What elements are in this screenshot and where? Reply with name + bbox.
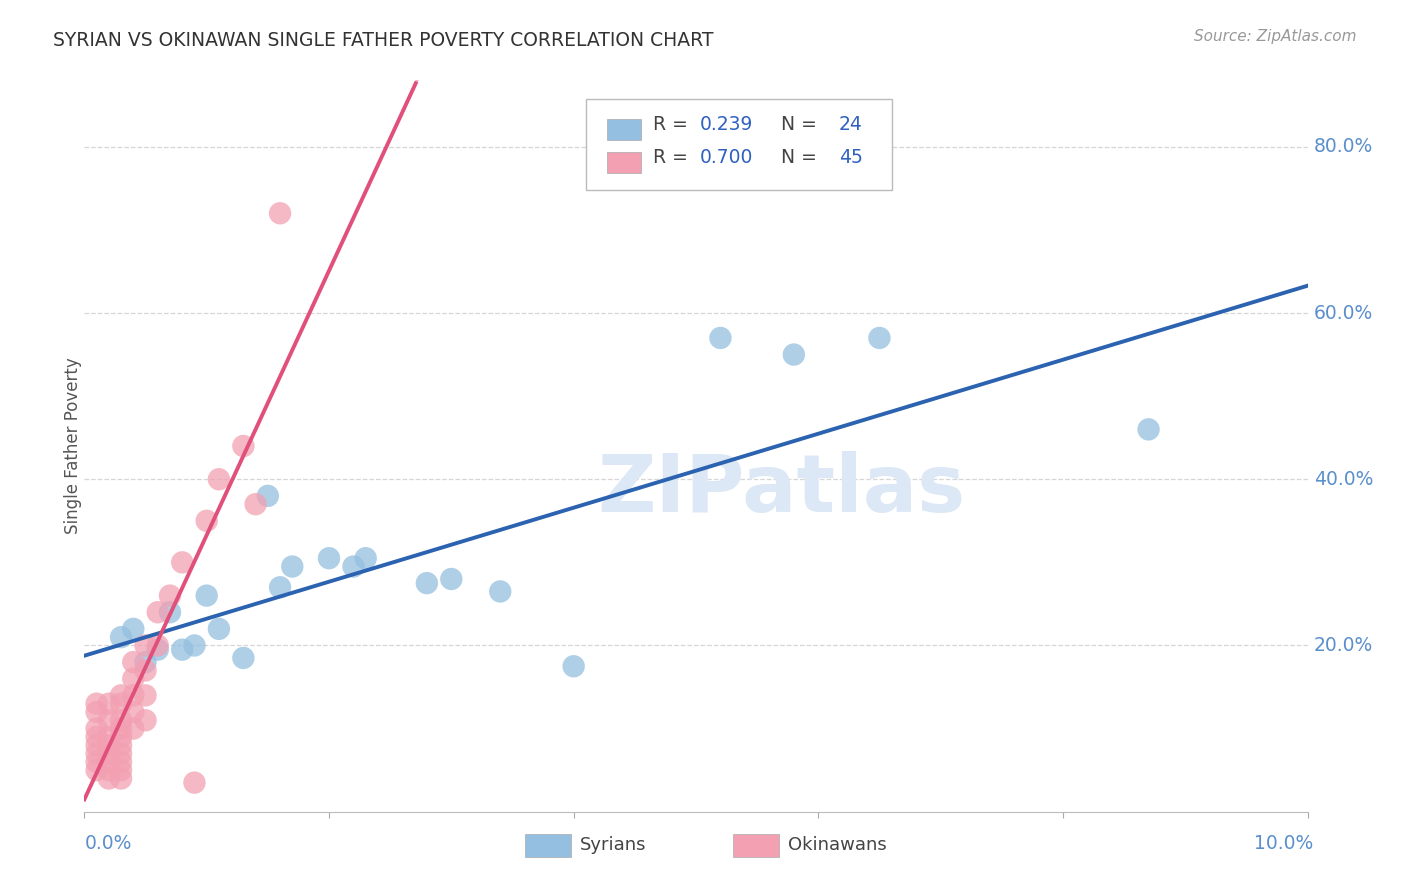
Point: [245, 497, 267, 511]
Point: [97, 763, 120, 777]
Point: [440, 572, 463, 586]
Text: Source: ZipAtlas.com: Source: ZipAtlas.com: [1194, 29, 1357, 44]
Point: [110, 730, 132, 744]
Text: SYRIAN VS OKINAWAN SINGLE FATHER POVERTY CORRELATION CHART: SYRIAN VS OKINAWAN SINGLE FATHER POVERTY…: [53, 31, 714, 50]
Point: [354, 551, 377, 566]
Point: [416, 576, 439, 591]
Point: [195, 589, 218, 603]
Point: [195, 514, 218, 528]
Text: 24: 24: [839, 115, 863, 134]
Point: [183, 775, 205, 789]
Text: R =: R =: [654, 148, 695, 168]
FancyBboxPatch shape: [606, 119, 641, 139]
Point: [135, 639, 157, 653]
Text: 10.0%: 10.0%: [1254, 834, 1313, 853]
Point: [489, 584, 512, 599]
Point: [783, 347, 806, 362]
Point: [269, 206, 291, 220]
Point: [172, 555, 194, 569]
Point: [122, 622, 145, 636]
Point: [86, 738, 108, 752]
Point: [122, 689, 145, 703]
Point: [135, 655, 157, 669]
Point: [86, 722, 108, 736]
Text: 45: 45: [839, 148, 863, 168]
Point: [172, 642, 194, 657]
Point: [110, 747, 132, 761]
Point: [110, 738, 132, 752]
Point: [110, 630, 132, 644]
Text: R =: R =: [654, 115, 695, 134]
Point: [97, 738, 120, 752]
FancyBboxPatch shape: [606, 153, 641, 173]
Point: [135, 714, 157, 728]
Y-axis label: Single Father Poverty: Single Father Poverty: [65, 358, 82, 534]
Point: [86, 730, 108, 744]
Point: [281, 559, 304, 574]
Point: [232, 439, 254, 453]
Text: 0.239: 0.239: [700, 115, 754, 134]
Point: [269, 580, 291, 594]
Point: [86, 747, 108, 761]
Point: [208, 622, 231, 636]
FancyBboxPatch shape: [733, 834, 779, 857]
Text: 0.0%: 0.0%: [84, 834, 132, 853]
Point: [709, 331, 731, 345]
Point: [257, 489, 280, 503]
Text: ZIPatlas: ZIPatlas: [598, 450, 966, 529]
Text: 40.0%: 40.0%: [1313, 470, 1374, 489]
Point: [318, 551, 340, 566]
Point: [86, 763, 108, 777]
Point: [110, 697, 132, 711]
Point: [159, 589, 181, 603]
Text: Syrians: Syrians: [579, 837, 647, 855]
Point: [869, 331, 891, 345]
Point: [146, 605, 169, 619]
Text: N =: N =: [769, 148, 824, 168]
Point: [146, 639, 169, 653]
Point: [97, 714, 120, 728]
Point: [110, 763, 132, 777]
Point: [135, 689, 157, 703]
Point: [110, 772, 132, 786]
FancyBboxPatch shape: [586, 99, 891, 190]
Point: [122, 655, 145, 669]
Point: [208, 472, 231, 486]
Point: [183, 639, 205, 653]
Text: 20.0%: 20.0%: [1313, 636, 1372, 655]
Point: [110, 689, 132, 703]
Text: N =: N =: [769, 115, 824, 134]
Point: [122, 672, 145, 686]
FancyBboxPatch shape: [524, 834, 571, 857]
Point: [86, 755, 108, 769]
Point: [97, 730, 120, 744]
Point: [562, 659, 585, 673]
Point: [97, 772, 120, 786]
Point: [97, 697, 120, 711]
Text: 80.0%: 80.0%: [1313, 137, 1372, 156]
Point: [146, 642, 169, 657]
Point: [86, 705, 108, 719]
Point: [122, 722, 145, 736]
Point: [342, 559, 364, 574]
Point: [159, 605, 181, 619]
Text: 0.700: 0.700: [700, 148, 754, 168]
Text: 60.0%: 60.0%: [1313, 303, 1372, 323]
Point: [97, 747, 120, 761]
Point: [122, 705, 145, 719]
Point: [86, 697, 108, 711]
Point: [232, 651, 254, 665]
Point: [110, 755, 132, 769]
Text: Okinawans: Okinawans: [787, 837, 886, 855]
Point: [110, 722, 132, 736]
Point: [110, 714, 132, 728]
Point: [97, 755, 120, 769]
Point: [1137, 422, 1160, 436]
Point: [135, 664, 157, 678]
